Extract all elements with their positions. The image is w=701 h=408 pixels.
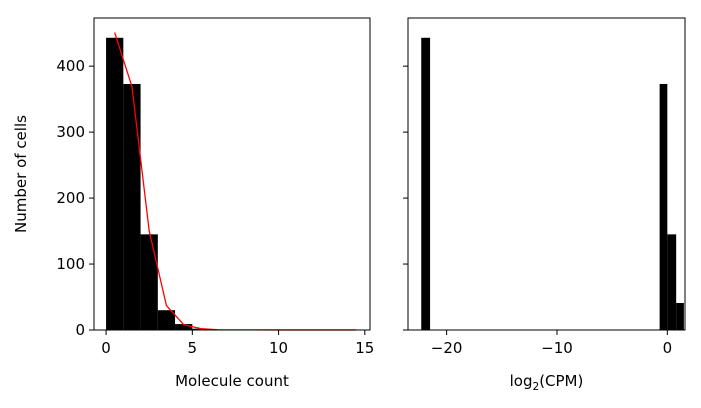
y-axis-ticks — [403, 65, 408, 331]
x-axis-label-subscript: 2 — [533, 381, 540, 393]
y-tick-label: 300 — [56, 123, 85, 141]
x-tick-label: −20 — [431, 339, 463, 357]
histogram-bar — [175, 324, 193, 330]
histogram-bars — [106, 37, 210, 331]
axes-frame — [93, 17, 371, 331]
x-axis-label-base: log — [510, 372, 533, 390]
histogram-bar — [140, 234, 158, 330]
histogram-log2-cpm: −20 −10 0 log2(CPM) — [403, 17, 686, 393]
y-axis-ticks: 0 100 200 300 400 — [56, 57, 94, 339]
histogram-bar — [667, 234, 677, 330]
histogram-bar — [421, 37, 431, 331]
histogram-bar — [676, 302, 684, 330]
y-axis-label: Number of cells — [12, 115, 30, 233]
histogram-bar — [157, 310, 176, 330]
y-tick-label: 0 — [75, 321, 85, 339]
histogram-bar — [659, 83, 668, 330]
x-axis-label: log2(CPM) — [510, 372, 584, 393]
x-axis-label-tail: (CPM) — [539, 372, 583, 390]
x-tick-label: 10 — [269, 339, 288, 357]
axes-frame — [407, 17, 686, 331]
x-axis-ticks: −20 −10 0 — [431, 330, 672, 357]
histogram-bar — [106, 37, 124, 331]
y-tick-label: 100 — [56, 255, 85, 273]
histogram-bar — [123, 83, 141, 330]
x-tick-label: 5 — [188, 339, 198, 357]
histogram-bar — [192, 328, 210, 330]
x-axis-ticks: 0 5 10 15 — [101, 330, 374, 357]
x-tick-label: −10 — [541, 339, 573, 357]
x-axis-label: Molecule count — [175, 372, 289, 390]
histogram-bars — [421, 37, 684, 331]
x-tick-label: 0 — [101, 339, 111, 357]
x-tick-label: 0 — [663, 339, 673, 357]
histogram-molecule-count: 0 5 10 15 0 100 200 300 400 Molecule count Numb… — [12, 17, 374, 390]
x-tick-label: 15 — [355, 339, 374, 357]
y-tick-label: 400 — [56, 57, 85, 75]
y-tick-label: 200 — [56, 189, 85, 207]
